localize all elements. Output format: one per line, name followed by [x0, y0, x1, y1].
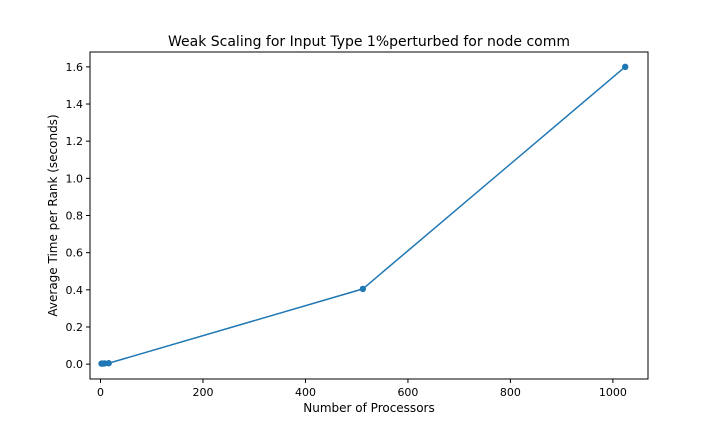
x-tick-label: 1000: [599, 386, 627, 399]
y-tick-label: 0.0: [66, 358, 84, 371]
data-point: [359, 285, 367, 293]
x-axis: 0 200 400 600 800 1000: [97, 379, 627, 399]
series-line: [101, 66, 626, 365]
x-tick-label: 600: [397, 386, 418, 399]
y-tick-label: 0.6: [66, 247, 84, 260]
y-tick-label: 1.2: [66, 135, 84, 148]
y-tick-label: 1.6: [66, 61, 84, 74]
data-point: [621, 63, 629, 71]
y-tick-label: 0.8: [66, 210, 84, 223]
chart-title: Weak Scaling for Input Type 1%perturbed …: [168, 34, 570, 50]
plot-frame: [89, 51, 649, 380]
data-point: [105, 360, 112, 367]
x-axis-label: Number of Processors: [303, 401, 434, 415]
y-tick-label: 0.4: [66, 284, 84, 297]
x-tick-label: 800: [500, 386, 521, 399]
y-tick-label: 1.4: [66, 98, 84, 111]
x-tick-label: 200: [192, 386, 213, 399]
y-tick-label: 0.2: [66, 321, 84, 334]
series-group: [98, 63, 629, 367]
y-tick-label: 1.0: [66, 172, 84, 185]
y-axis: 0.0 0.2 0.4 0.6 0.8 1.0 1.2 1.4 1.6: [66, 61, 90, 371]
x-tick-label: 400: [295, 386, 316, 399]
y-axis-label: Average Time per Rank (seconds): [46, 114, 60, 316]
x-tick-label: 0: [97, 386, 104, 399]
